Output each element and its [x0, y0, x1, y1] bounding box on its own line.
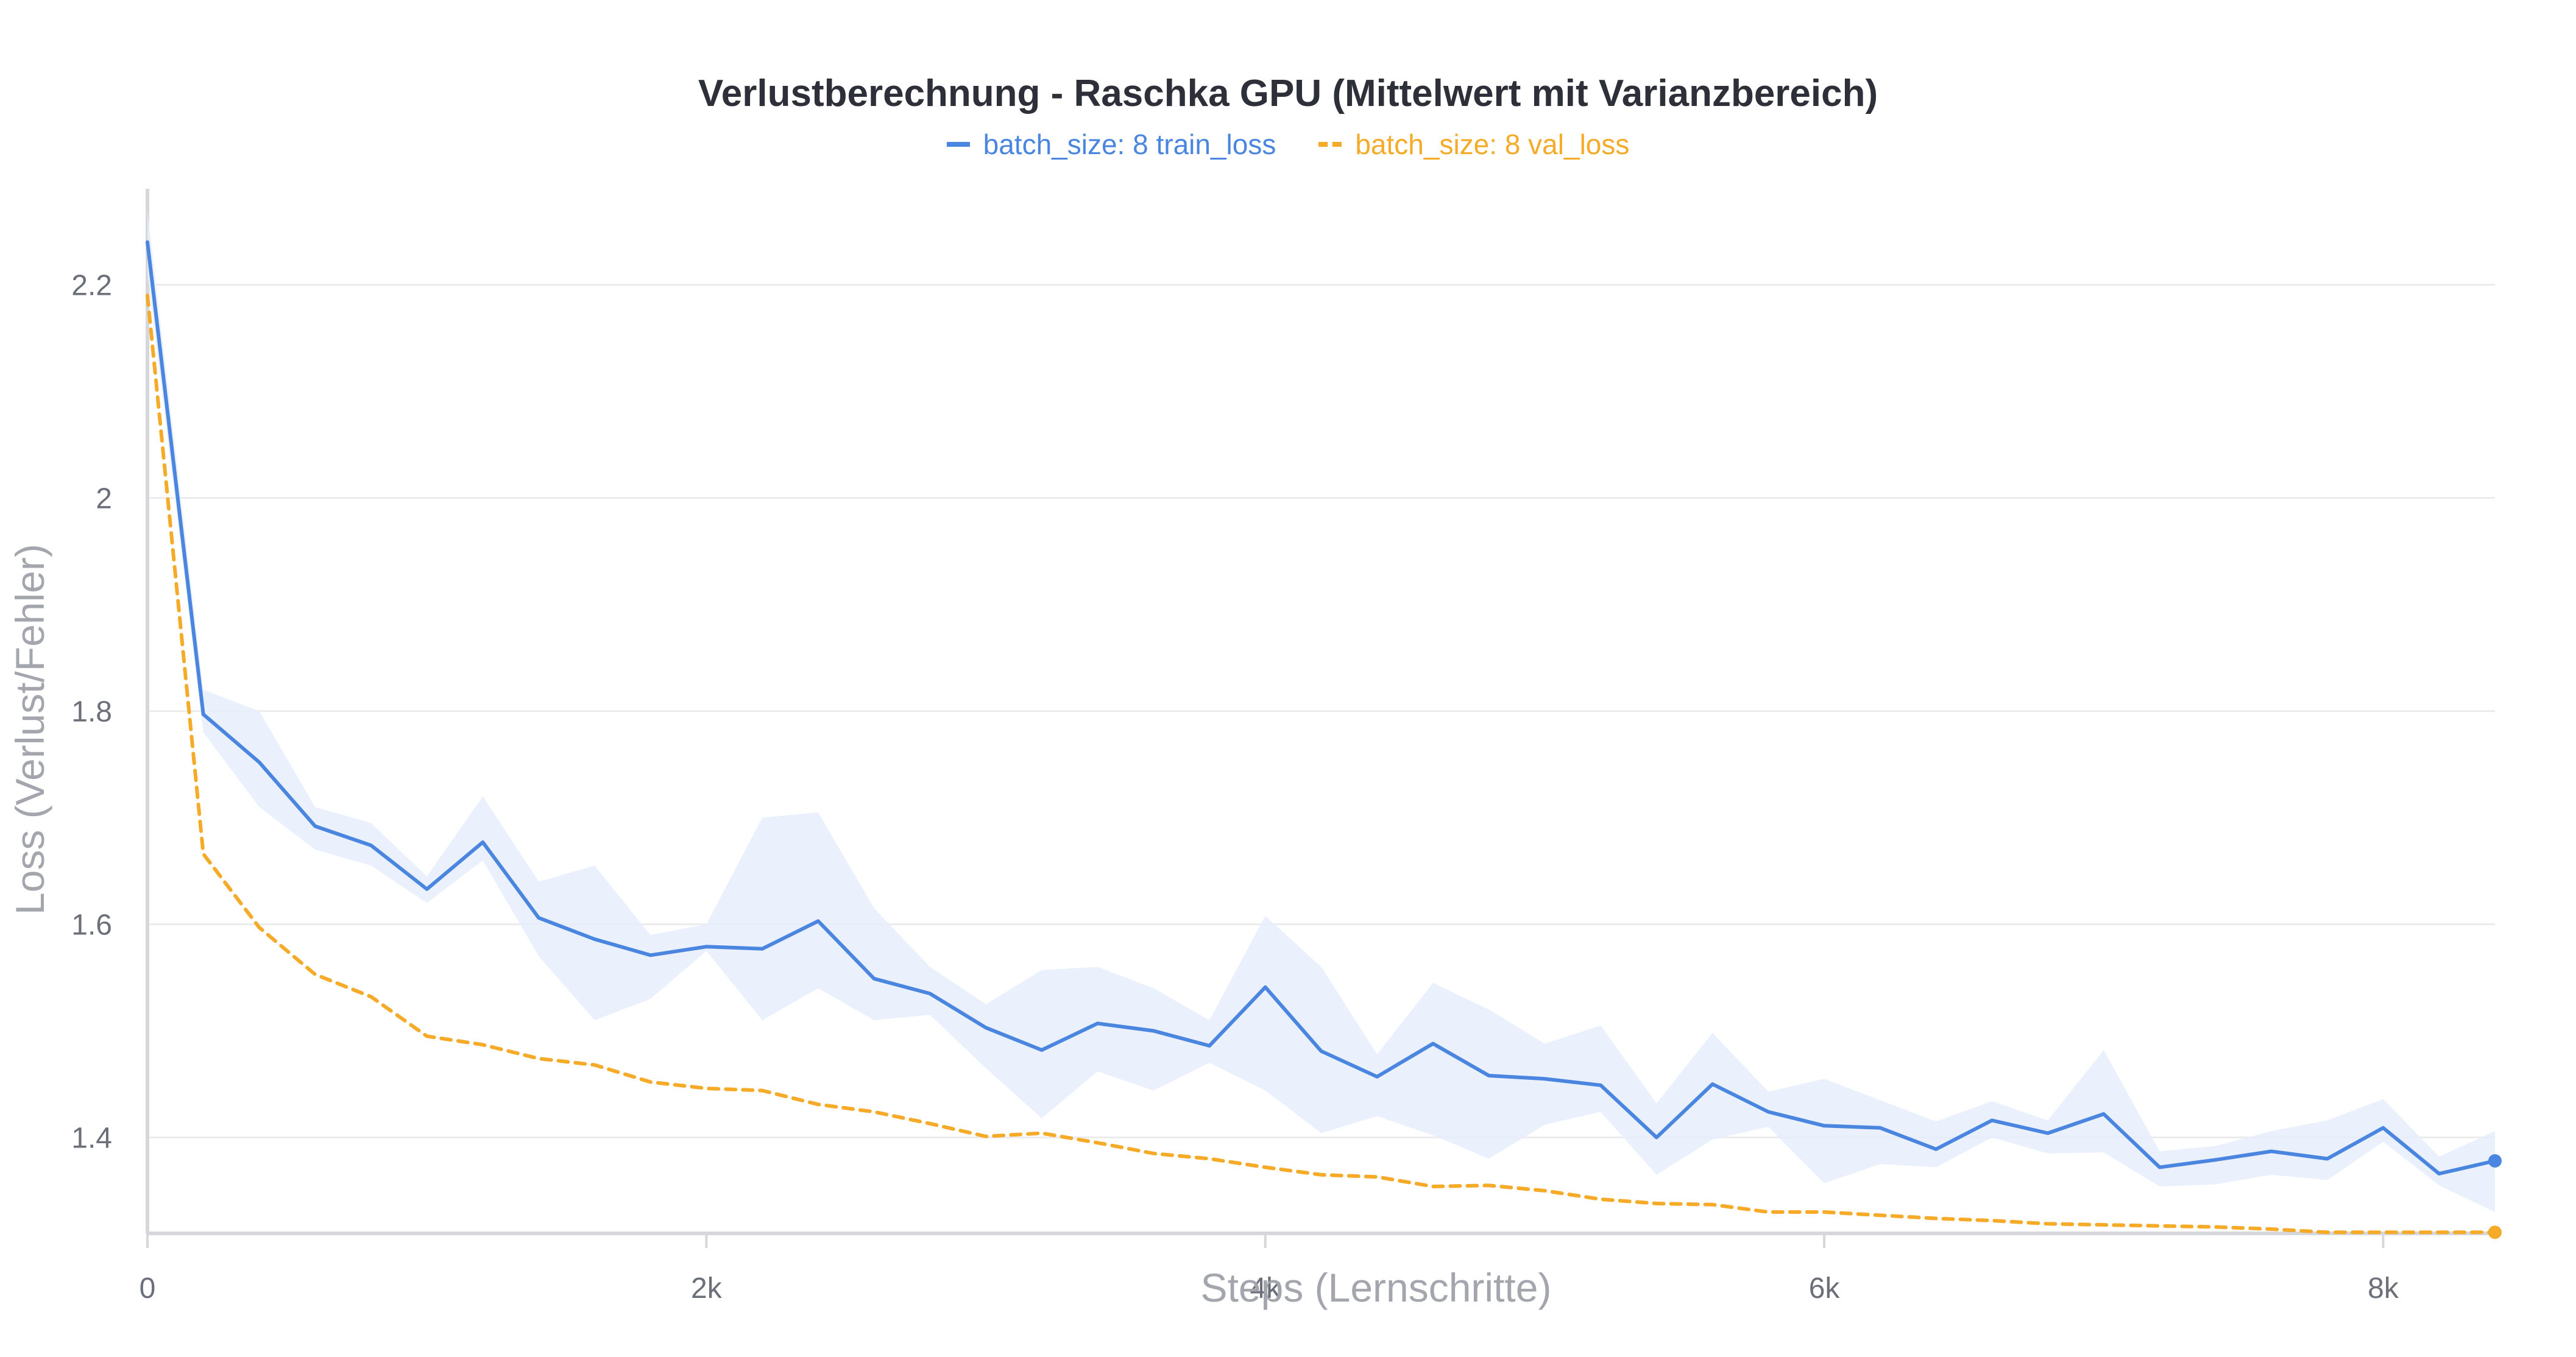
series-line-train-loss — [146, 240, 2497, 1175]
x-tick-label: 8k — [2368, 1272, 2399, 1305]
x-tick-label: 4k — [1250, 1272, 1281, 1305]
y-tick-label: 2 — [96, 483, 112, 515]
y-tick-label: 2.2 — [71, 270, 112, 302]
y-tick-label: 1.4 — [71, 1123, 112, 1155]
x-axis-title: Steps (Lernschritte) — [1201, 1265, 1552, 1310]
chart-title: Verlustberechnung - Raschka GPU (Mittelw… — [698, 72, 1878, 115]
legend-swatch-val-loss — [1318, 142, 1342, 147]
series-line-val-loss — [146, 294, 2497, 1235]
y-axis-title: Loss (Verlust/Fehler) — [7, 544, 52, 915]
x-tick-label: 6k — [1809, 1272, 1841, 1305]
y-tick-label: 1.8 — [71, 696, 112, 728]
x-tick-label: 0 — [140, 1272, 156, 1305]
legend-item-train-loss[interactable]: batch_size: 8 train_loss — [946, 128, 1276, 161]
legend-label-train-loss: batch_size: 8 train_loss — [983, 129, 1276, 160]
series-endpoint-train-loss — [2488, 1154, 2502, 1168]
legend-item-val-loss[interactable]: batch_size: 8 val_loss — [1318, 128, 1629, 161]
x-tick-label: 2k — [691, 1272, 723, 1305]
legend-swatch-train-loss — [946, 142, 970, 147]
series-endpoint-val-loss — [2488, 1225, 2502, 1239]
legend-label-val-loss: batch_size: 8 val_loss — [1355, 129, 1630, 160]
legend: batch_size: 8 train_loss batch_size: 8 v… — [0, 128, 2576, 161]
variance-band-train-loss — [147, 210, 2495, 1212]
y-tick-label: 1.6 — [71, 909, 112, 942]
